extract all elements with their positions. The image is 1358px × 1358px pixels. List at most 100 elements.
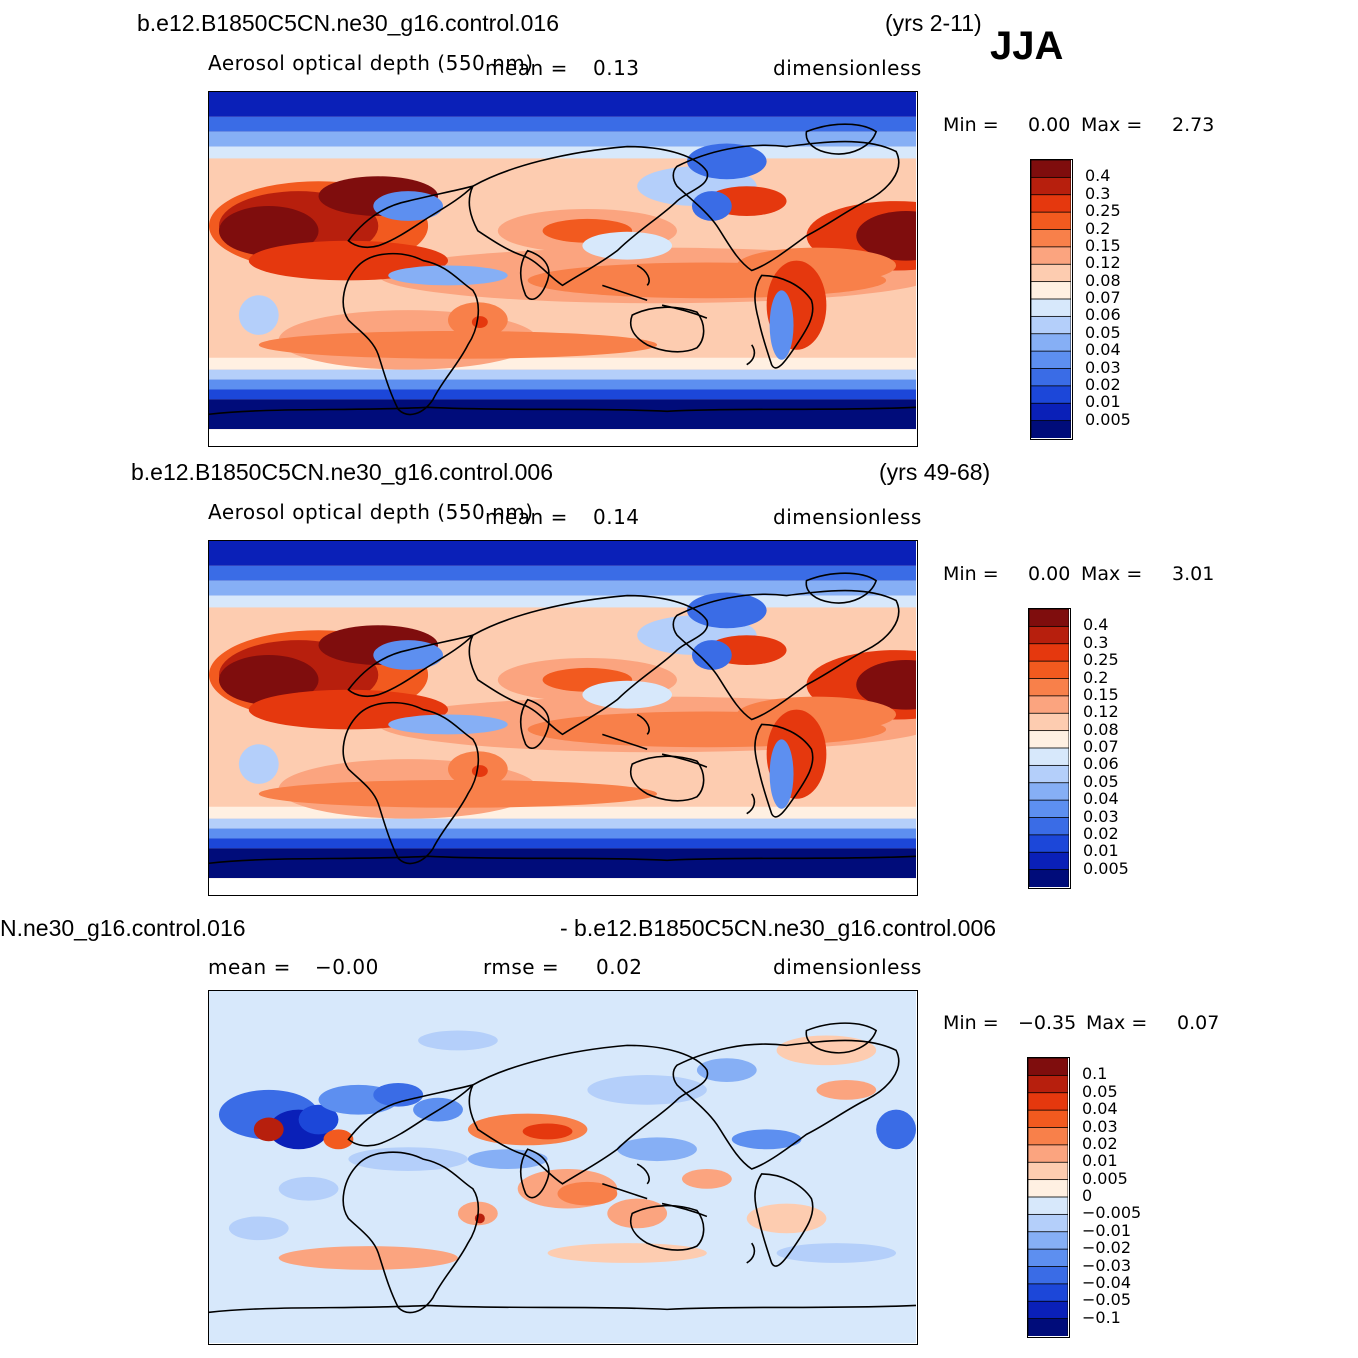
colorbar-swatch: [1028, 1179, 1068, 1198]
panel3-case-left: N.ne30_g16.control.016: [0, 915, 246, 941]
coastline: [672, 589, 900, 721]
colorbar-tick-label: 0.07: [1083, 737, 1119, 756]
colorbar-swatch: [1028, 1248, 1068, 1268]
colorbar-swatch: [1029, 609, 1069, 628]
colorbar-tick-label: −0.01: [1082, 1220, 1132, 1240]
colorbar-swatch: [1028, 1300, 1068, 1320]
colorbar-tick-label: 0.005: [1082, 1168, 1128, 1188]
coastline: [468, 594, 709, 736]
colorbar-swatch: [1028, 1196, 1068, 1216]
colorbar-tick-label: 0.03: [1085, 357, 1121, 377]
colorbar-swatch: [1028, 1213, 1068, 1233]
coastline: [347, 633, 476, 698]
panel1-years: (yrs 2-11): [885, 10, 982, 36]
colorbar-swatch: [1031, 246, 1071, 266]
colorbar-swatch: [1028, 1161, 1068, 1181]
panel1-units: dimensionless: [773, 56, 922, 80]
panel1-min-label: Min =: [943, 114, 999, 136]
coastline: [629, 1204, 705, 1251]
colorbar-tick-label: 0.2: [1083, 667, 1109, 687]
colorbar-tick-label: −0.05: [1082, 1290, 1132, 1310]
coastline: [342, 1151, 480, 1314]
colorbar-tick-label: 0.06: [1085, 305, 1121, 325]
colorbar-swatch: [1029, 869, 1069, 887]
colorbar-tick-label: 0.12: [1083, 702, 1119, 722]
coastline: [342, 252, 480, 416]
colorbar-tick-label: 0.3: [1085, 183, 1111, 203]
panel2-min-value: 0.00: [1028, 563, 1071, 585]
colorbar-swatch: [1029, 712, 1069, 732]
colorbar-tick-label: 0.08: [1083, 719, 1119, 739]
coastline: [805, 123, 878, 155]
panel2-map: [208, 540, 918, 896]
panel3-colorbar: [1027, 1057, 1070, 1338]
coastline: [805, 1022, 878, 1054]
coastline: [209, 855, 916, 865]
coastline: [672, 1039, 900, 1170]
colorbar-swatch: [1031, 194, 1071, 214]
colorbar-swatch: [1031, 298, 1071, 318]
panel1-min-value: 0.00: [1028, 114, 1071, 136]
panel3-map: [208, 990, 918, 1345]
panel2-min-label: Min =: [943, 563, 999, 585]
coastline: [519, 1148, 550, 1199]
panel3-case-right: - b.e12.B1850C5CN.ne30_g16.control.006: [560, 915, 997, 941]
colorbar-swatch: [1028, 1266, 1068, 1285]
panel2-variable: Aerosol optical depth (550 nm): [208, 500, 534, 524]
colorbar-swatch: [1028, 1074, 1068, 1094]
colorbar-swatch: [1028, 1231, 1068, 1251]
colorbar-tick-label: 0.4: [1083, 615, 1109, 635]
colorbar-tick-label: 0.03: [1082, 1116, 1118, 1136]
panel2-case-name: b.e12.B1850C5CN.ne30_g16.control.006: [131, 459, 553, 485]
colorbar-swatch: [1029, 817, 1069, 836]
colorbar-tick-label: 0.05: [1085, 322, 1121, 342]
colorbar-tick-label: 0.4: [1085, 166, 1111, 186]
colorbar-swatch: [1031, 281, 1071, 300]
colorbar-swatch: [1029, 643, 1069, 663]
colorbar-tick-label: 0.07: [1085, 288, 1121, 307]
colorbar-tick-label: 0.1: [1082, 1064, 1108, 1084]
panel3-units: dimensionless: [773, 955, 922, 979]
panel1-max-label: Max =: [1081, 114, 1143, 136]
panel3-mean-value: −0.00: [315, 955, 379, 979]
colorbar-swatch: [1031, 368, 1071, 387]
colorbar-tick-label: 0.06: [1083, 754, 1119, 774]
colorbar-swatch: [1028, 1144, 1068, 1164]
panel3-min-value: −0.35: [1018, 1012, 1077, 1034]
colorbar-tick-label: 0.3: [1083, 632, 1109, 652]
colorbar-swatch: [1031, 315, 1071, 335]
coastline: [602, 1163, 708, 1218]
colorbar-tick-label: 0.01: [1082, 1151, 1118, 1171]
colorbar-swatch: [1029, 678, 1069, 697]
panel1-colorbar: [1030, 159, 1073, 440]
colorbar-tick-label: 0.08: [1085, 270, 1121, 290]
colorbar-swatch: [1029, 834, 1069, 854]
colorbar-tick-label: 0.2: [1085, 218, 1111, 238]
colorbar-swatch: [1029, 695, 1069, 715]
coastline: [602, 264, 708, 319]
coastline: [347, 1083, 476, 1147]
coastline: [746, 793, 756, 815]
colorbar-swatch: [1029, 730, 1069, 749]
colorbar-swatch: [1029, 782, 1069, 802]
panel2-colorbar: [1028, 608, 1071, 889]
colorbar-swatch: [1028, 1109, 1068, 1129]
colorbar-tick-label: 0.01: [1083, 841, 1119, 861]
panel3-min-label: Min =: [943, 1012, 999, 1034]
colorbar-tick-label: 0.02: [1082, 1133, 1118, 1153]
colorbar-swatch: [1029, 660, 1069, 680]
coastline: [746, 1242, 756, 1264]
colorbar-tick-label: 0.15: [1085, 235, 1121, 255]
coastline: [468, 1044, 709, 1185]
colorbar-swatch: [1028, 1283, 1068, 1303]
coastline: [805, 572, 878, 604]
panel2-max-label: Max =: [1081, 563, 1143, 585]
colorbar-tick-label: 0.25: [1085, 201, 1121, 221]
panel3-rmse-label: rmse =: [483, 955, 560, 979]
colorbar-tick-label: 0.05: [1083, 771, 1119, 791]
colorbar-swatch: [1031, 160, 1071, 179]
colorbar-tick-label: 0.02: [1085, 374, 1121, 394]
colorbar-swatch: [1031, 420, 1071, 438]
colorbar-tick-label: −0.1: [1082, 1307, 1121, 1327]
coastline: [754, 274, 814, 369]
